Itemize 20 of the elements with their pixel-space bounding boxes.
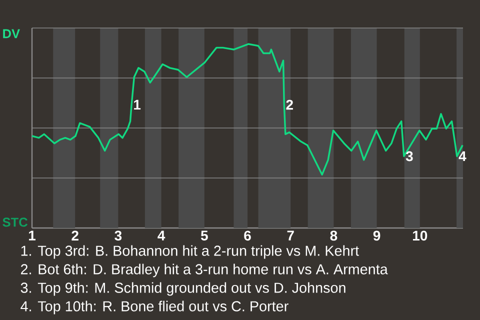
x-tick-label: 4 [158, 230, 166, 240]
x-tick-label: 2 [72, 230, 78, 240]
text: 4. Top 10th: R. Bone flied out vs C. Porter [20, 300, 288, 314]
x-tick-label: 6 [244, 230, 251, 241]
annotation: 2 [286, 100, 293, 110]
x-tick-label: 5 [200, 230, 208, 240]
text: 3. Top 9th: M. Schmid grounded out vs D. Johnson [20, 282, 346, 296]
annotation: 3 [406, 151, 413, 162]
annotation: 1 [134, 100, 141, 110]
text: 1. Top 3rd: B. Bohannon hit a 2-run triple vs M. Kehrt [21, 245, 359, 259]
annotation: 4 [458, 151, 466, 162]
x-tick-label: 10 [412, 230, 428, 241]
text: STC [2, 218, 28, 227]
x-tick-label: 7 [287, 230, 294, 240]
x-tick-label: 3 [114, 230, 122, 241]
text: 2. Bot 6th: D. Bradley hit a 3-run home run vs A. Armenta [20, 264, 388, 278]
x-tick-label: 8 [330, 230, 338, 241]
x-tick-label: 1 [28, 230, 36, 240]
text: DV [3, 29, 20, 38]
x-tick-label: 9 [373, 230, 380, 241]
